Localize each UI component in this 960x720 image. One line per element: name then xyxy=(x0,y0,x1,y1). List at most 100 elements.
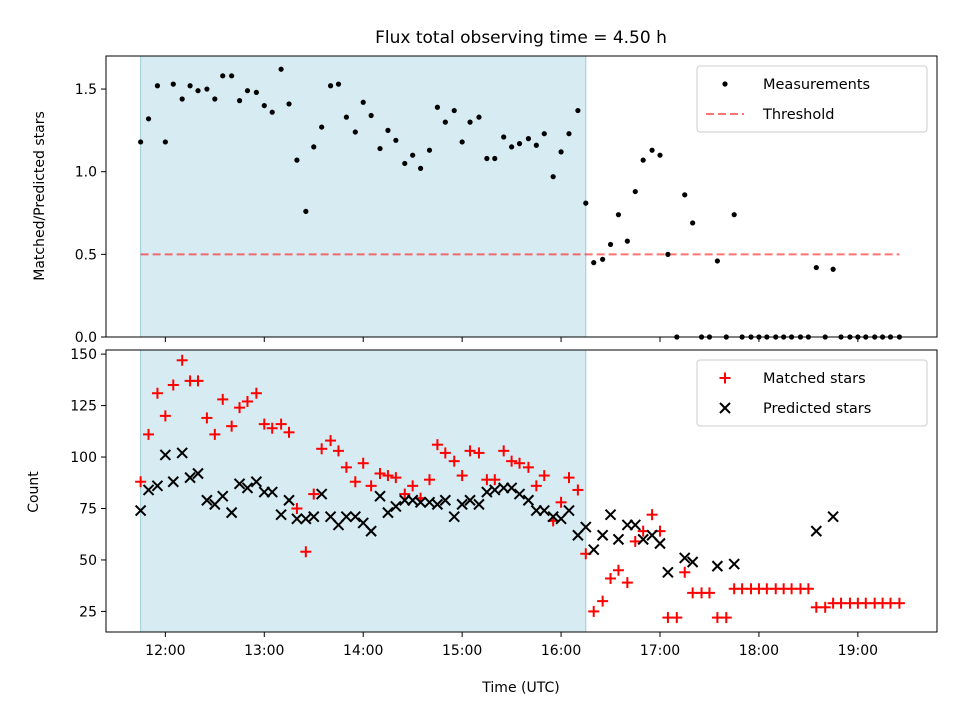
predicted-star-marker xyxy=(522,494,535,506)
axes-frame xyxy=(105,349,938,633)
matched-star-marker xyxy=(209,428,221,440)
x-stroke-b xyxy=(827,511,839,523)
predicted-star-marker xyxy=(464,494,476,506)
matched-star-marker xyxy=(258,418,270,430)
measurement-point xyxy=(665,251,671,257)
legend-box xyxy=(696,65,928,133)
predicted-star-marker xyxy=(654,537,666,550)
predicted-star-marker xyxy=(456,498,468,511)
measurement-point xyxy=(501,134,507,140)
x-stroke-b xyxy=(390,500,402,513)
measurement-point xyxy=(558,149,564,155)
measurement-point xyxy=(253,89,259,95)
matched-star-marker xyxy=(431,439,443,451)
x-tick-label: 18:00 xyxy=(739,643,779,659)
matched-star-marker xyxy=(605,572,617,584)
predicted-star-marker xyxy=(711,560,724,572)
measurement-point xyxy=(402,160,408,167)
measurement-point xyxy=(303,208,309,214)
measurement-point xyxy=(368,112,374,119)
top-panel: 0.0 0.5 1.0 1.5 Measurements Threshold xyxy=(75,55,938,346)
matched-star-marker xyxy=(201,412,213,424)
measurement-point xyxy=(286,101,292,107)
observing-window-shade xyxy=(140,55,587,338)
predicted-star-marker xyxy=(201,494,213,506)
x-stroke-b xyxy=(241,482,254,494)
matched-star-marker xyxy=(498,445,510,457)
predicted-star-marker xyxy=(225,506,238,519)
matched-star-marker xyxy=(266,422,278,434)
measurement-point xyxy=(583,200,589,206)
measurement-point xyxy=(195,88,201,94)
measurement-point xyxy=(244,88,251,94)
x-stroke-b xyxy=(192,467,204,480)
measurement-point xyxy=(294,157,300,163)
measurement-point xyxy=(657,152,663,158)
x-stroke-b xyxy=(233,478,246,490)
predicted-star-marker xyxy=(728,558,740,570)
measurement-point xyxy=(138,139,144,145)
predicted-star-marker xyxy=(134,504,147,517)
predicted-star-marker xyxy=(827,511,839,523)
observing-window-shade xyxy=(140,349,587,633)
measurement-point xyxy=(467,119,473,125)
measurement-point xyxy=(451,107,457,114)
x-stroke-b xyxy=(505,482,518,494)
matched-star-marker xyxy=(390,472,402,484)
predicted-star-marker xyxy=(233,478,246,490)
x-stroke-b xyxy=(473,498,485,511)
predicted-star-marker xyxy=(679,552,691,564)
measurement-point xyxy=(566,131,572,137)
bottom-panel: 25 50 75 100 125 150 12:00 13:00 14:00 15:00 16:00… xyxy=(70,347,938,659)
x-stroke-b xyxy=(431,498,444,511)
y-tick-label: 125 xyxy=(70,399,97,415)
x-stroke-b xyxy=(604,508,617,521)
measurement-point xyxy=(311,144,317,150)
predicted-star-marker xyxy=(315,488,328,500)
legend-label: Measurements xyxy=(763,77,870,93)
matched-star-marker xyxy=(423,474,435,486)
predicted-star-marker xyxy=(473,498,485,511)
x-tick-label: 17:00 xyxy=(640,643,680,659)
x-tick-label: 19:00 xyxy=(838,643,878,659)
x-stroke-b xyxy=(225,506,238,519)
predicted-star-marker xyxy=(283,494,295,506)
x-stroke-b xyxy=(810,525,823,537)
measurement-point xyxy=(179,96,185,102)
measurement-point xyxy=(229,73,235,79)
measurement-point xyxy=(426,147,433,153)
measurement-point xyxy=(385,127,391,133)
predicted-star-marker xyxy=(563,504,575,517)
measurement-point xyxy=(525,136,532,142)
measurement-point xyxy=(377,145,383,152)
matched-star-marker xyxy=(316,443,328,455)
x-stroke-b xyxy=(308,511,320,523)
predicted-star-marker xyxy=(637,533,649,546)
predicted-star-marker xyxy=(167,476,179,488)
predicted-star-marker xyxy=(439,494,452,506)
x-tick-label: 15:00 xyxy=(442,643,482,659)
measurement-point xyxy=(170,81,176,87)
legend-dot-icon xyxy=(722,81,728,87)
top-y-axis-label: Matched/Predicted stars xyxy=(32,111,48,281)
axes-frame xyxy=(105,55,938,338)
predicted-star-marker xyxy=(662,566,674,579)
matched-star-marker xyxy=(151,387,163,399)
matched-star-marker xyxy=(234,402,246,414)
legend-label: Matched stars xyxy=(763,371,866,387)
x-stroke-b xyxy=(250,476,263,488)
matched-star-marker xyxy=(802,583,814,595)
measurement-point xyxy=(335,81,342,87)
x-stroke-b xyxy=(489,484,501,496)
matched-star-marker xyxy=(530,480,542,492)
x-stroke-b xyxy=(374,490,386,502)
y-tick-label: 0.5 xyxy=(75,247,97,263)
x-stroke-b xyxy=(711,560,724,572)
x-stroke-b xyxy=(538,504,550,517)
x-stroke-b xyxy=(563,504,575,517)
x-stroke-b xyxy=(629,519,641,531)
x-stroke-b xyxy=(414,496,427,509)
measurement-point xyxy=(690,220,696,226)
x-stroke-b xyxy=(315,488,328,500)
x-stroke-b xyxy=(266,486,278,498)
